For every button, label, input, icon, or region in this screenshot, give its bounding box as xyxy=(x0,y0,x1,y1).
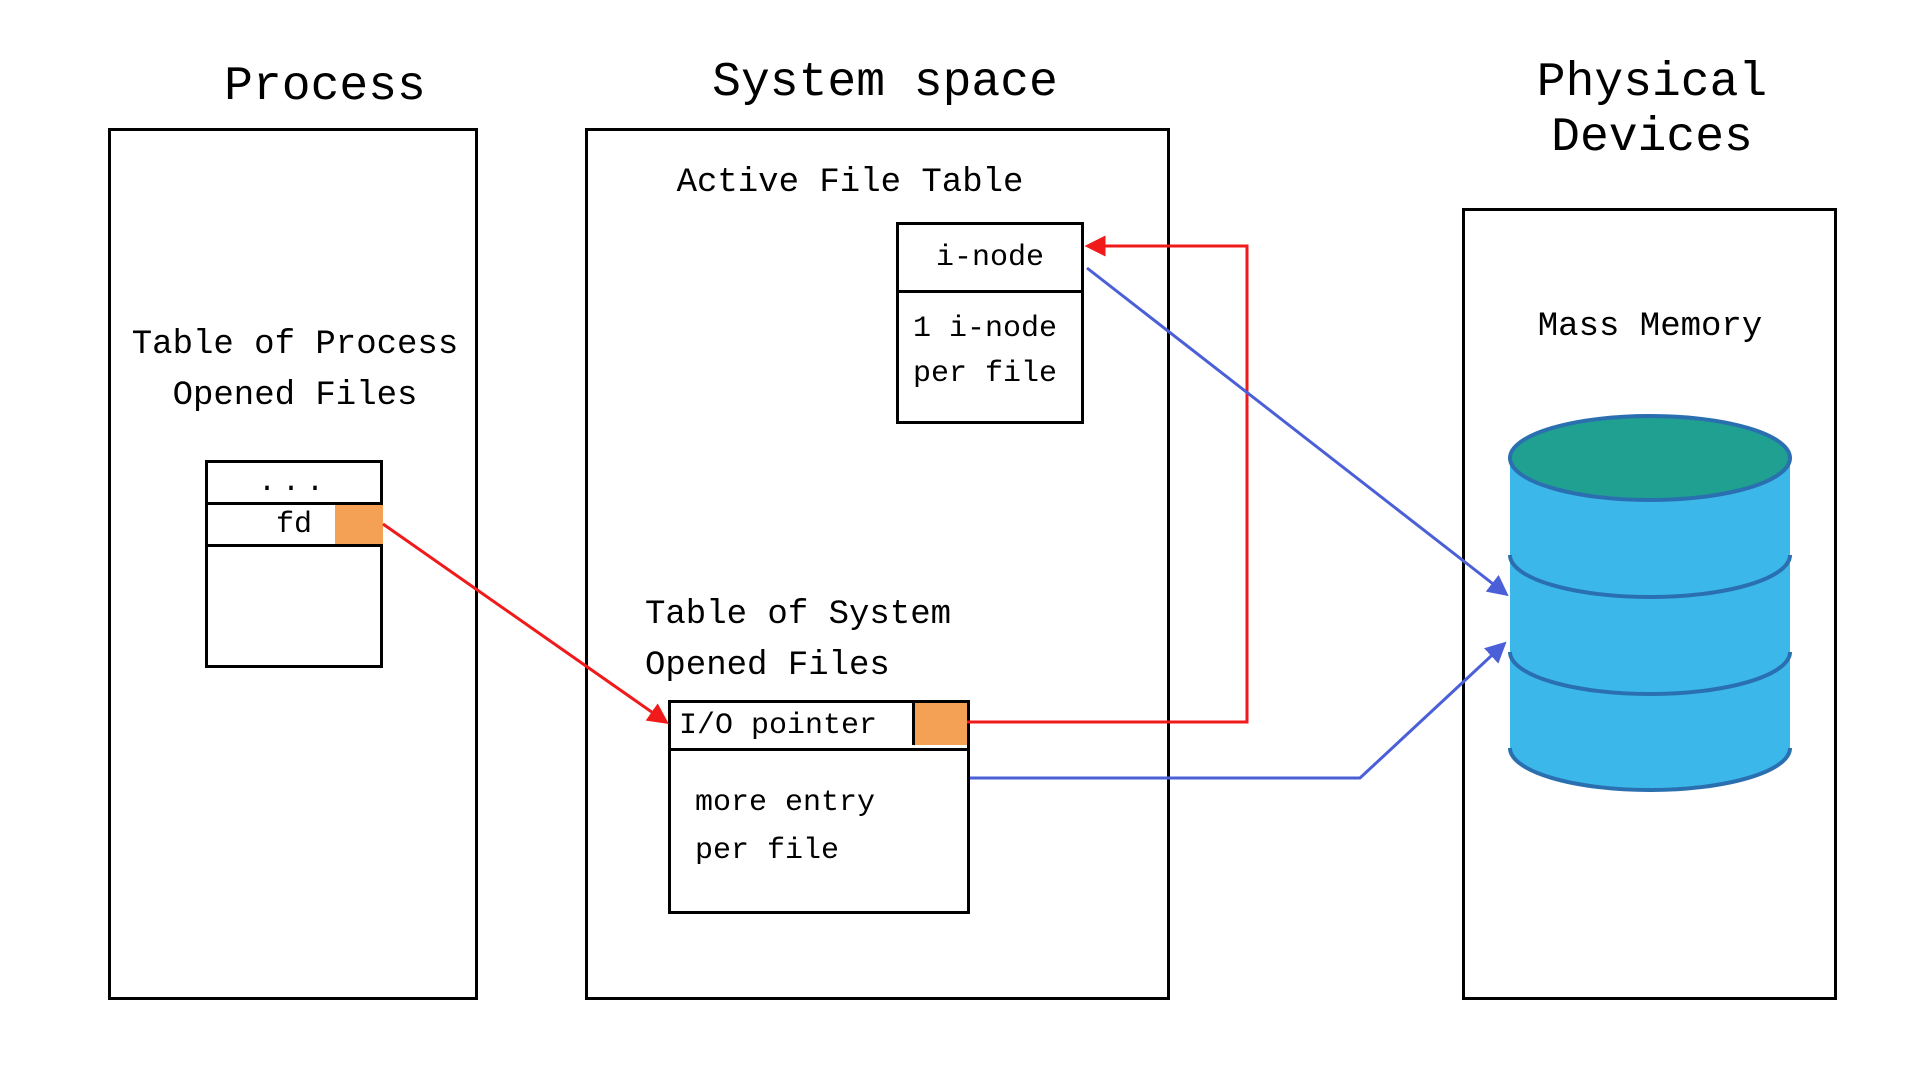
active-file-table-inode-row: i-node xyxy=(899,225,1081,293)
process-opened-files-table: ... fd xyxy=(205,460,383,668)
system-opened-files-label: Table of System Opened Files xyxy=(645,590,1005,692)
process-table-row-ellipsis: ... xyxy=(208,463,380,505)
diagram-stage: Process System space Physical Devices Ta… xyxy=(0,0,1920,1080)
system-table-body: more entry per file xyxy=(671,751,967,939)
physical-devices-title: Physical Devices xyxy=(1512,56,1792,166)
process-title: Process xyxy=(175,60,475,114)
mass-memory-label: Mass Memory xyxy=(1520,308,1780,346)
active-file-table: i-node 1 i-node per file xyxy=(896,222,1084,424)
active-file-table-body: 1 i-node per file xyxy=(899,293,1081,435)
fd-pointer-chip xyxy=(335,505,383,544)
active-file-table-label: Active File Table xyxy=(640,164,1060,202)
process-opened-files-label: Table of Process Opened Files xyxy=(115,320,475,422)
io-pointer-chip xyxy=(912,703,967,745)
system-space-title: System space xyxy=(675,56,1095,110)
